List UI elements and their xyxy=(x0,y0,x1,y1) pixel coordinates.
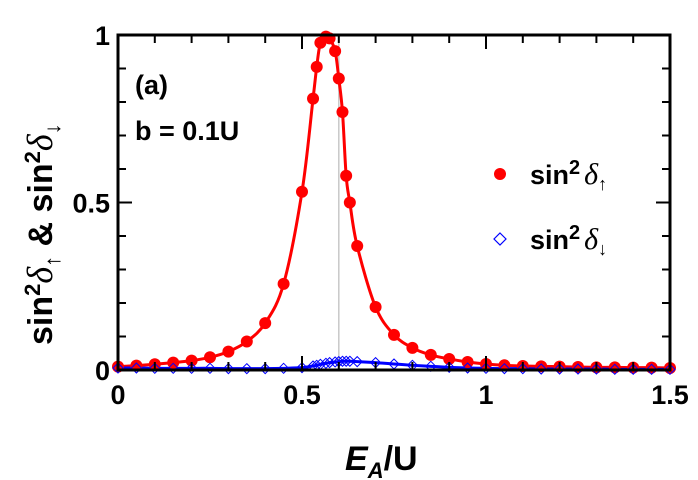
data-point-up xyxy=(332,72,345,85)
data-point-up xyxy=(443,352,456,365)
data-point-up xyxy=(310,60,323,73)
legend-marker-down xyxy=(493,232,507,246)
data-point-down xyxy=(645,363,658,376)
data-point-down xyxy=(535,363,547,375)
data-point-down xyxy=(517,362,529,375)
plot-frame xyxy=(116,33,672,372)
data-point-down xyxy=(259,362,271,375)
data-point-up xyxy=(259,317,272,330)
data-point-down xyxy=(480,362,492,375)
data-point-down xyxy=(149,362,161,375)
data-point-up xyxy=(336,106,349,119)
data-point-up xyxy=(406,341,419,354)
data-point-up xyxy=(461,355,474,368)
data-point-down xyxy=(167,362,179,375)
data-point-down xyxy=(241,362,253,375)
data-point-down xyxy=(498,362,511,375)
legend-marker-up xyxy=(494,168,506,180)
annotation-b: b = 0.1U xyxy=(135,116,239,146)
curves-layer xyxy=(117,34,671,371)
y-tick-label: 0.5 xyxy=(72,189,110,219)
data-point-down xyxy=(443,361,455,374)
data-point-up xyxy=(608,361,621,374)
data-point-up xyxy=(498,359,511,372)
data-point-down xyxy=(461,362,474,374)
data-point-down xyxy=(185,362,198,375)
data-point-up xyxy=(340,169,353,182)
data-point-up xyxy=(645,361,658,374)
data-point-up xyxy=(204,351,216,364)
data-point-up xyxy=(296,185,308,198)
data-point-up xyxy=(185,354,198,367)
data-point-up xyxy=(329,45,342,58)
y-tick-label: 0 xyxy=(95,356,110,386)
x-tick-label: 0 xyxy=(110,380,125,410)
x-tick-label: 1.5 xyxy=(651,380,689,410)
series-line-down xyxy=(117,359,670,371)
data-point-up xyxy=(222,345,235,358)
markers-layer xyxy=(112,30,676,376)
panel-label: (a) xyxy=(135,70,168,100)
data-point-down xyxy=(320,357,332,370)
x-axis-label: EA/U xyxy=(345,440,418,480)
data-point-down xyxy=(572,363,584,375)
data-point-down xyxy=(609,363,621,376)
data-point-up xyxy=(388,328,400,341)
data-point-down xyxy=(112,362,124,374)
data-point-up xyxy=(351,240,364,253)
data-point-down xyxy=(277,362,290,375)
data-point-up xyxy=(424,348,437,361)
data-point-down xyxy=(130,362,143,374)
legend-label-up: sin2 δ↑ xyxy=(530,157,607,194)
legend-label-down: sin2 δ↓ xyxy=(530,222,607,259)
series-line-up xyxy=(117,34,671,370)
data-point-down xyxy=(204,362,216,375)
data-point-down xyxy=(664,363,676,376)
y-tick-label: 1 xyxy=(95,21,110,51)
data-point-down xyxy=(296,361,308,374)
y-axis-label: sin2δ↑ & sin2δ↓ xyxy=(20,123,65,345)
x-tick-label: 0.5 xyxy=(283,380,321,410)
x-tick-label: 1 xyxy=(478,380,493,410)
tick-labels-layer: 0 0.5 1 1.5 0 0.5 1 xyxy=(72,21,688,410)
data-point-down xyxy=(351,355,363,368)
data-point-down xyxy=(344,355,356,367)
data-point-down xyxy=(222,362,235,375)
data-point-down xyxy=(323,356,336,369)
data-point-down xyxy=(340,355,352,367)
data-point-up xyxy=(240,335,253,348)
data-point-up xyxy=(277,277,290,290)
data-point-down xyxy=(627,363,639,376)
data-point-up xyxy=(343,196,356,209)
data-point-down xyxy=(590,363,603,375)
data-point-down xyxy=(553,363,566,375)
data-point-up xyxy=(369,301,382,314)
legend: sin2 δ↑ sin2 δ↓ xyxy=(493,157,607,259)
data-point-up xyxy=(307,92,320,105)
ticks-layer xyxy=(117,34,671,371)
